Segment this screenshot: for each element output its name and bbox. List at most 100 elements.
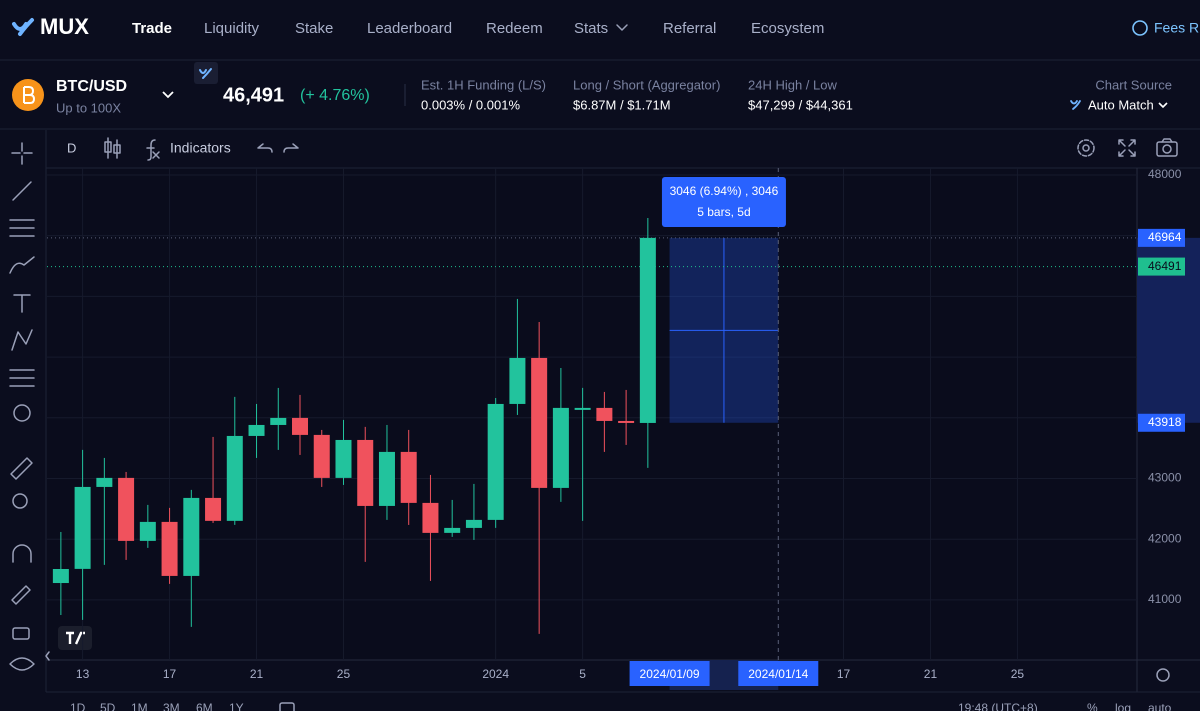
- nav-item[interactable]: Stake: [295, 20, 333, 37]
- candle-body: [248, 424, 265, 436]
- y-tick-label: 42000: [1148, 531, 1182, 545]
- x-label-highlight: [738, 661, 819, 686]
- candle-body: [139, 521, 156, 541]
- range-button[interactable]: 1Y: [229, 701, 244, 711]
- axis-option[interactable]: auto: [1148, 701, 1172, 711]
- x-tick-label: 17: [163, 667, 177, 681]
- source-badge: [194, 62, 218, 84]
- candle-body: [52, 569, 69, 584]
- x-tick-label: 2024: [482, 667, 509, 681]
- nav-item[interactable]: Redeem: [486, 20, 543, 37]
- candle-body: [509, 357, 526, 404]
- price-marker-label: 46964: [1148, 230, 1182, 244]
- source-value[interactable]: Auto Match: [1088, 97, 1154, 112]
- settings-icon[interactable]: [1077, 139, 1095, 157]
- nav-item[interactable]: Referral: [663, 20, 716, 37]
- candle-body: [357, 439, 374, 506]
- prediction-tool[interactable]: [9, 369, 35, 387]
- nav-item[interactable]: Ecosystem: [751, 20, 824, 37]
- price: 46,491: [223, 84, 284, 106]
- stat-label: Long / Short (Aggregator): [573, 77, 720, 92]
- fees-icon: [1132, 20, 1148, 36]
- btc-glyph: [23, 86, 36, 104]
- fees-link[interactable]: Fees R: [1154, 20, 1199, 36]
- stat-value: $47,299 / $44,361: [748, 97, 853, 112]
- candle-body: [487, 403, 504, 520]
- candle-body: [618, 420, 635, 423]
- candle-body: [422, 502, 439, 533]
- stats-chevron: [616, 24, 628, 31]
- fib-tool[interactable]: [9, 219, 35, 237]
- fullscreen-icon[interactable]: [1118, 139, 1136, 157]
- range-button[interactable]: 5D: [100, 701, 116, 711]
- range-button[interactable]: 1D: [70, 701, 86, 711]
- candle-body: [74, 486, 91, 569]
- price-marker-label: 46491: [1148, 259, 1182, 273]
- undo-icon[interactable]: [257, 143, 273, 153]
- crosshair-tool[interactable]: [11, 142, 33, 165]
- candle-type-icon[interactable]: [104, 137, 121, 159]
- nav-item[interactable]: Trade: [132, 20, 172, 37]
- source-chevron[interactable]: [1158, 102, 1168, 109]
- pair-chevron[interactable]: [162, 91, 174, 99]
- calendar-icon[interactable]: [279, 702, 295, 711]
- timezone[interactable]: 19:48 (UTC+8): [958, 701, 1038, 711]
- indicators[interactable]: Indicators: [170, 140, 231, 156]
- text-tool[interactable]: [13, 294, 31, 313]
- lock-tool[interactable]: [12, 627, 30, 640]
- interval[interactable]: D: [67, 140, 76, 155]
- axis-settings-icon[interactable]: [1156, 668, 1170, 682]
- trend-line-tool[interactable]: [12, 181, 32, 201]
- y-tick-label: 43000: [1148, 471, 1182, 485]
- mux-badge-icon: [199, 68, 212, 79]
- price-marker-label: 43918: [1148, 415, 1182, 429]
- axis-option[interactable]: log: [1115, 701, 1131, 711]
- redo-icon[interactable]: [283, 143, 299, 153]
- visibility-tool[interactable]: [9, 657, 35, 671]
- stat-label: 24H High / Low: [748, 77, 837, 92]
- x-tick-label: 5: [579, 667, 586, 681]
- candle-body: [552, 407, 569, 488]
- price-marker: [1138, 257, 1185, 276]
- plot-area: [47, 169, 1137, 660]
- lock-drawing-tool[interactable]: [11, 585, 31, 605]
- y-tick-label: 48000: [1148, 167, 1182, 181]
- logo-icon: [12, 18, 34, 36]
- x-tick-label: 17: [837, 667, 851, 681]
- candle-body: [205, 497, 222, 521]
- ruler-tool[interactable]: [10, 457, 33, 480]
- tradingview-glyph: [66, 631, 85, 645]
- nav-item[interactable]: Leaderboard: [367, 20, 452, 37]
- nav-item[interactable]: Stats: [574, 20, 608, 37]
- nav-item[interactable]: Liquidity: [204, 20, 260, 37]
- stat-value: $6.87M / $1.71M: [573, 97, 671, 112]
- range-button[interactable]: 6M: [196, 701, 213, 711]
- measure-tooltip: [661, 177, 786, 227]
- range-button[interactable]: 1M: [131, 701, 148, 711]
- measure-bars: 5 bars, 5d: [697, 205, 750, 219]
- screenshot-icon[interactable]: [1156, 138, 1178, 157]
- pattern-tool[interactable]: [11, 329, 33, 351]
- axis-option[interactable]: %: [1087, 701, 1098, 711]
- candle-body: [465, 519, 482, 528]
- stat-label: Est. 1H Funding (L/S): [421, 77, 546, 92]
- magnet-tool[interactable]: [12, 544, 32, 563]
- stat-value: 0.003% / 0.001%: [421, 97, 520, 112]
- indicators-icon[interactable]: [146, 139, 160, 161]
- source-label: Chart Source: [1095, 77, 1172, 92]
- brush-tool[interactable]: [9, 256, 35, 274]
- range-button[interactable]: 3M: [163, 701, 180, 711]
- zoom-tool[interactable]: [12, 493, 28, 509]
- emoji-tool[interactable]: [13, 404, 31, 422]
- candle-body: [96, 477, 113, 487]
- candle-body: [292, 417, 309, 435]
- price-marker: [1138, 413, 1185, 432]
- leverage: Up to 100X: [56, 100, 121, 115]
- x-tick-label: 2024/01/09: [640, 667, 700, 681]
- pair: BTC/USD: [56, 78, 127, 95]
- x-label-highlight: [629, 661, 710, 686]
- x-tick-label: 21: [924, 667, 938, 681]
- collapse-arrow[interactable]: [45, 651, 50, 661]
- x-tick-label: 25: [337, 667, 351, 681]
